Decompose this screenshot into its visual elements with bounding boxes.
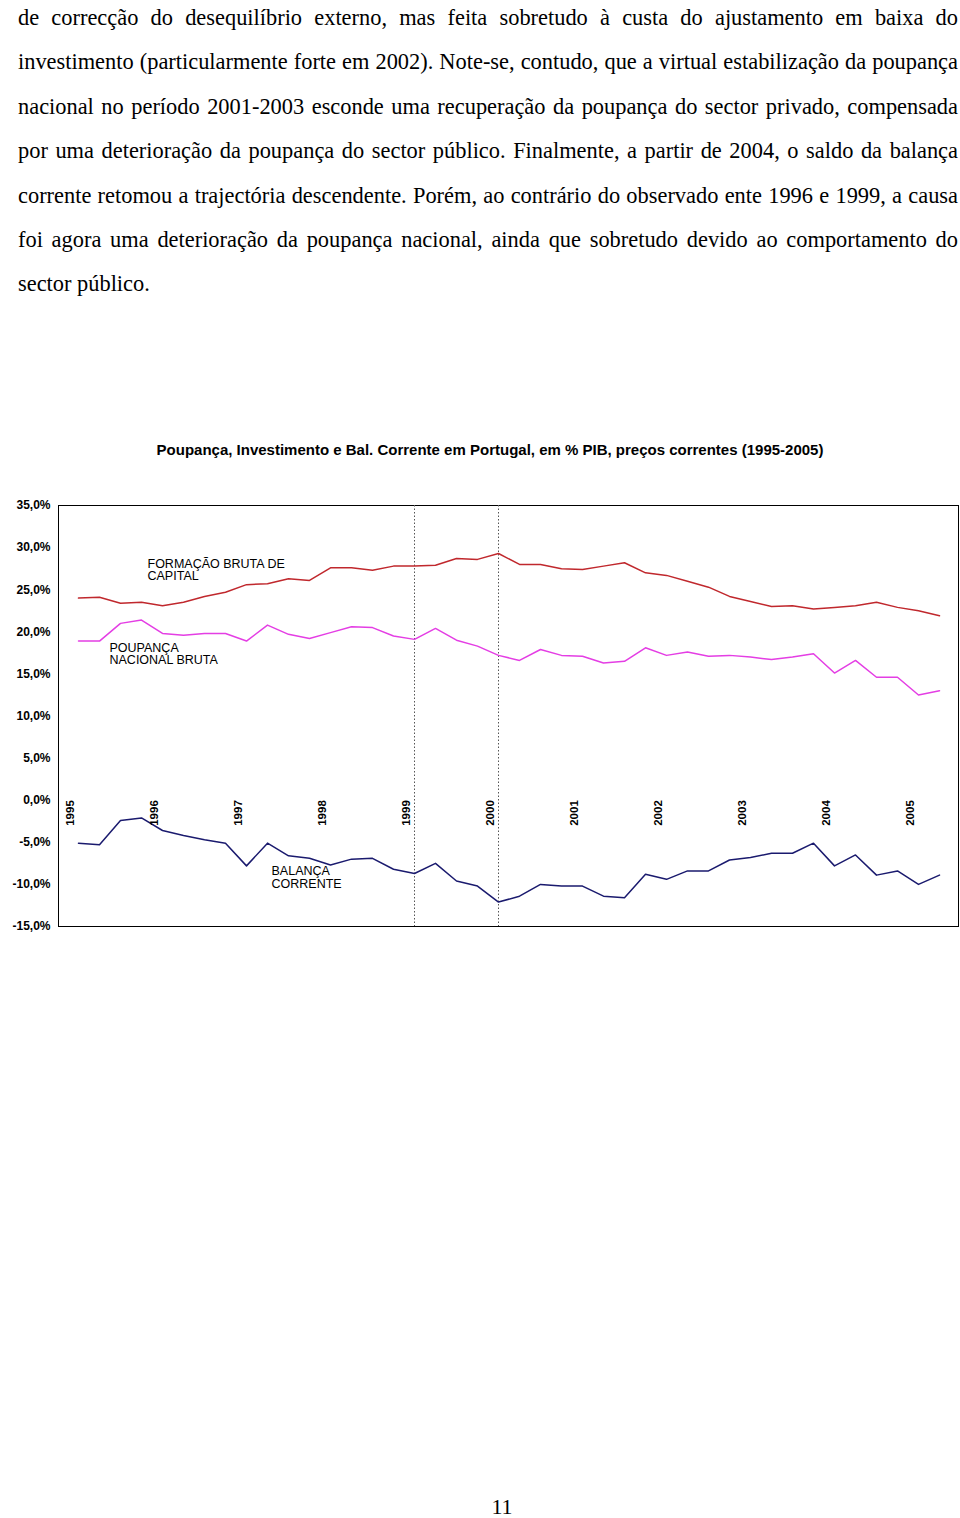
svg-text:1995: 1995 bbox=[64, 800, 76, 826]
svg-text:2003: 2003 bbox=[736, 800, 748, 826]
svg-text:1998: 1998 bbox=[316, 800, 328, 826]
svg-text:2005: 2005 bbox=[904, 800, 916, 826]
svg-text:30,0%: 30,0% bbox=[16, 540, 50, 554]
svg-text:-5,0%: -5,0% bbox=[19, 835, 51, 849]
html-text:de correcção do desequilíbrio: de correcção do desequilíbrio externo, m… bbox=[18, 5, 958, 297]
svg-text:2002: 2002 bbox=[652, 800, 664, 826]
svg-text:25,0%: 25,0% bbox=[16, 583, 50, 597]
svg-text:0,0%: 0,0% bbox=[23, 793, 51, 807]
svg-text:-10,0%: -10,0% bbox=[12, 877, 50, 891]
svg-text:BALANÇACORRENTE: BALANÇACORRENTE bbox=[272, 864, 342, 891]
html-text:Poupança, Investimento e Bal.: Poupança, Investimento e Bal. Corrente e… bbox=[156, 441, 824, 458]
svg-text:5,0%: 5,0% bbox=[23, 751, 51, 765]
svg-text:POUPANÇANACIONAL BRUTA: POUPANÇANACIONAL BRUTA bbox=[110, 641, 219, 668]
svg-text:FORMAÇÃO BRUTA DECAPITAL: FORMAÇÃO BRUTA DECAPITAL bbox=[148, 557, 285, 584]
svg-text:2000: 2000 bbox=[484, 800, 496, 826]
svg-text:20,0%: 20,0% bbox=[16, 625, 50, 639]
svg-text:2004: 2004 bbox=[820, 800, 832, 826]
html-text:11: 11 bbox=[491, 1494, 513, 1518]
svg-text:2001: 2001 bbox=[568, 800, 580, 826]
svg-text:-15,0%: -15,0% bbox=[12, 919, 50, 933]
svg-text:1997: 1997 bbox=[232, 800, 244, 826]
svg-text:10,0%: 10,0% bbox=[16, 709, 50, 723]
svg-text:15,0%: 15,0% bbox=[16, 667, 50, 681]
svg-text:1996: 1996 bbox=[148, 800, 160, 826]
svg-text:35,0%: 35,0% bbox=[16, 498, 50, 512]
svg-text:1999: 1999 bbox=[400, 800, 412, 826]
